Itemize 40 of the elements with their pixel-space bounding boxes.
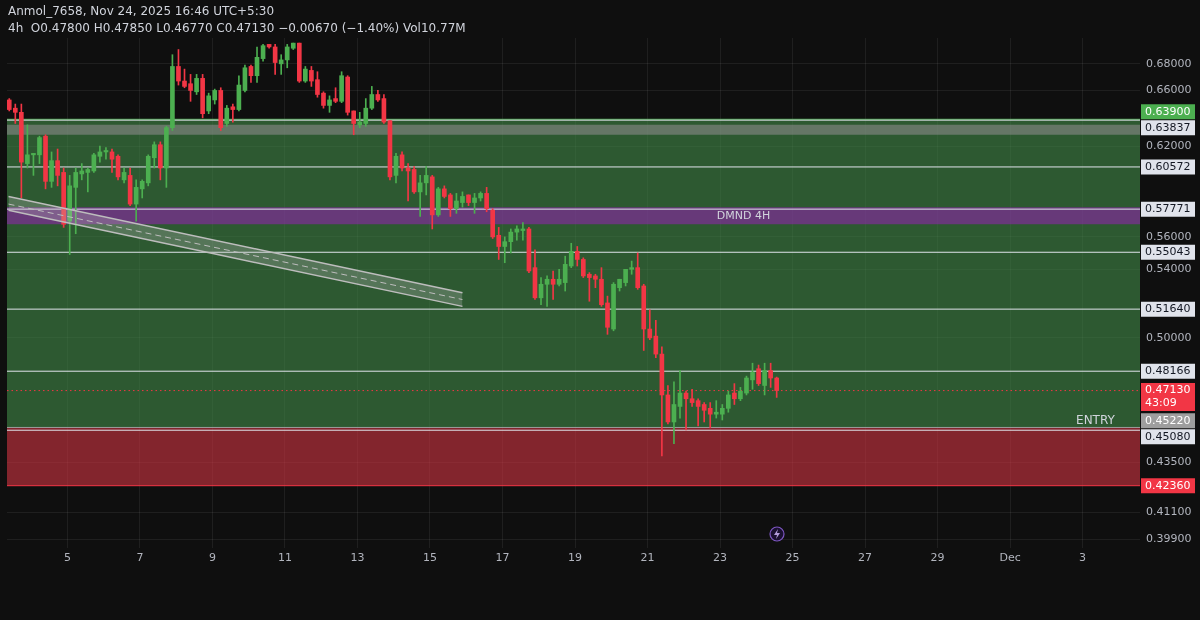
band-label: DMND 4H <box>716 208 771 222</box>
ref-line-label: 0.45220 <box>1145 413 1191 427</box>
ref-line-label: 0.63900 <box>1145 104 1191 118</box>
ref-line-label: 0.45080 <box>1145 429 1191 443</box>
ref-line-label: 0.42360 <box>1145 478 1191 492</box>
x-tick-label: 5 <box>63 551 71 565</box>
y-tick-label: 0.54000 <box>1146 262 1192 276</box>
y-tick-label: 0.56000 <box>1146 229 1192 243</box>
x-tick-label: 29 <box>930 551 945 565</box>
x-tick-label: 25 <box>785 551 800 565</box>
ref-line-label: 0.51640 <box>1145 301 1191 315</box>
y-tick-label: 0.39900 <box>1146 531 1192 545</box>
x-tick-label: 23 <box>713 551 728 565</box>
x-tick-label: Dec <box>999 551 1021 565</box>
y-tick-label: 0.62000 <box>1146 139 1192 153</box>
y-tick-label: 0.43500 <box>1146 454 1192 468</box>
x-tick-label: 3 <box>1079 551 1087 565</box>
ref-line-label: 0.47130 <box>1145 383 1191 397</box>
x-tick-label: 17 <box>495 551 510 565</box>
chart-subtitle: Anmol_7658, Nov 24, 2025 16:46 UTC+5:30 <box>8 4 275 19</box>
ref-line-label: 0.63837 <box>1145 120 1191 134</box>
chart-title: 4h O0.47800 H0.47850 L0.46770 C0.47130 −0.00670 (−1.40%) Vol10.77M <box>8 21 466 36</box>
ref-line-label: 0.48166 <box>1145 364 1191 378</box>
x-tick-label: 7 <box>136 551 144 565</box>
y-tick-label: 0.50000 <box>1146 330 1192 344</box>
x-tick-label: 13 <box>350 551 365 565</box>
x-tick-label: 27 <box>858 551 873 565</box>
x-tick-label: 9 <box>208 551 216 565</box>
x-tick-label: 19 <box>568 551 583 565</box>
y-tick-label: 0.41100 <box>1146 505 1192 519</box>
ref-line-label: 0.57771 <box>1145 202 1191 215</box>
x-tick-label: 15 <box>422 551 437 565</box>
ref-line-label: 0.55043 <box>1145 245 1191 259</box>
annotation: ENTRY <box>1076 412 1116 427</box>
y-tick-label: 0.66000 <box>1146 83 1192 97</box>
x-tick-label: 21 <box>640 551 655 565</box>
y-tick-label: 0.68000 <box>1146 56 1192 70</box>
text: 43:09 <box>1145 396 1177 410</box>
ref-line-label: 0.60572 <box>1145 159 1191 173</box>
x-tick-label: 11 <box>277 551 292 565</box>
